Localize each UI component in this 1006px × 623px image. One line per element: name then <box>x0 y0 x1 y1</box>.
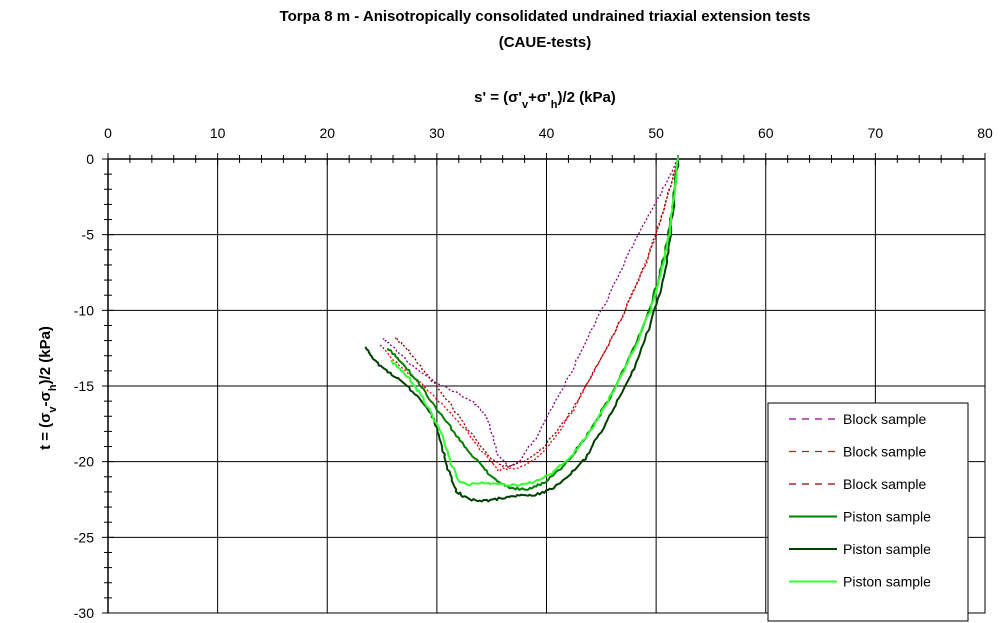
legend-label: Piston sample <box>843 574 931 590</box>
series-line <box>394 158 680 468</box>
chart-legend: Block sample Block sample Block sample Pist… <box>767 402 969 622</box>
x-tick-label: 20 <box>319 125 335 141</box>
x-tick-label: 30 <box>429 125 445 141</box>
plot-grid <box>102 153 986 614</box>
x-tick-label: 0 <box>104 125 112 141</box>
y-tick-label: -25 <box>74 529 94 545</box>
y-tick-label: -30 <box>74 605 94 621</box>
series-line <box>364 159 680 503</box>
legend-label: Block sample <box>843 476 926 492</box>
y-tick-label: -10 <box>74 302 94 318</box>
legend-label: Block sample <box>843 411 926 427</box>
y-tick-label: -20 <box>74 454 94 470</box>
series-layer <box>364 157 680 503</box>
y-axis-title: t = (σv-σh)/2 (kPa) <box>37 326 59 450</box>
chart-title-line1: Torpa 8 m - Anisotropically consolidated… <box>280 8 811 25</box>
series-line <box>390 157 680 487</box>
series-line <box>379 157 680 472</box>
legend-box <box>767 402 969 622</box>
x-tick-label: 60 <box>758 125 774 141</box>
legend-label: Piston sample <box>843 509 931 525</box>
y-tick-label: 0 <box>86 151 94 167</box>
x-axis-title: s' = (σ'v+σ'h)/2 (kPa) <box>474 89 616 111</box>
legend-label: Block sample <box>843 444 926 460</box>
x-tick-label: 40 <box>539 125 555 141</box>
legend-label: Piston sample <box>843 541 931 557</box>
y-tick-label: -15 <box>74 378 94 394</box>
y-tick-label: -5 <box>82 227 95 243</box>
x-tick-label: 50 <box>648 125 664 141</box>
x-axis-ticks: 0 10 20 30 40 50 60 70 80 <box>104 125 993 141</box>
x-tick-label: 70 <box>868 125 884 141</box>
x-tick-label: 80 <box>977 125 993 141</box>
x-tick-label: 10 <box>210 125 226 141</box>
y-axis-ticks: 0 -5 -10 -15 -20 -25 -30 <box>74 151 94 621</box>
chart-title-line2: (CAUE-tests) <box>499 34 592 51</box>
